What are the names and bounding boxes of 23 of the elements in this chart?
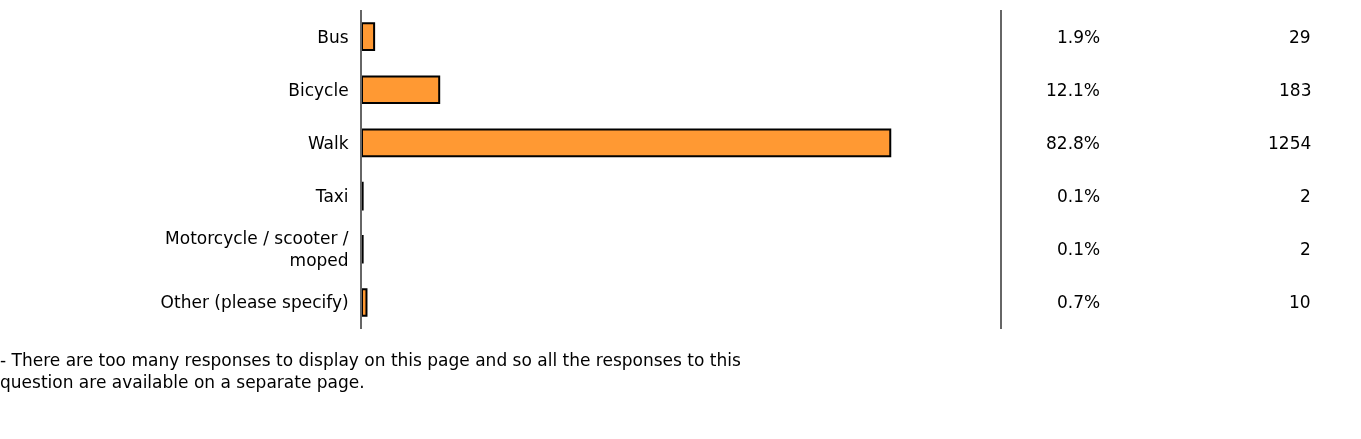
text: - There are too many responses to display on this page and so all the responses to this question are available on a separate page. — [0, 350, 741, 393]
bar — [362, 288, 368, 317]
text: 1254 — [1268, 133, 1312, 153]
data-label: 0.7% — [1057, 292, 1101, 312]
y-tick-label: Taxi — [314, 186, 349, 207]
bar — [362, 128, 892, 158]
data-label: 82.8% — [1046, 133, 1101, 153]
text: 2 — [1300, 239, 1311, 259]
y-tick-label: Bus — [317, 26, 349, 47]
bar — [362, 22, 376, 51]
y-tick-label: Bicycle — [288, 79, 349, 100]
bar — [362, 75, 441, 105]
text: 2 — [1300, 186, 1311, 206]
text: 183 — [1279, 80, 1312, 100]
data-label: 0.1% — [1057, 186, 1101, 206]
text: 29 — [1289, 27, 1311, 47]
y-tick-label: Walk — [307, 132, 349, 153]
text: 10 — [1289, 292, 1311, 312]
data-label: 0.1% — [1057, 239, 1101, 259]
data-label: 12.1% — [1046, 80, 1101, 100]
data-label: 1.9% — [1057, 27, 1101, 47]
y-tick-label: Motorcycle / scooter / moped — [165, 228, 349, 271]
y-tick-label: Other (please specify) — [160, 292, 349, 313]
